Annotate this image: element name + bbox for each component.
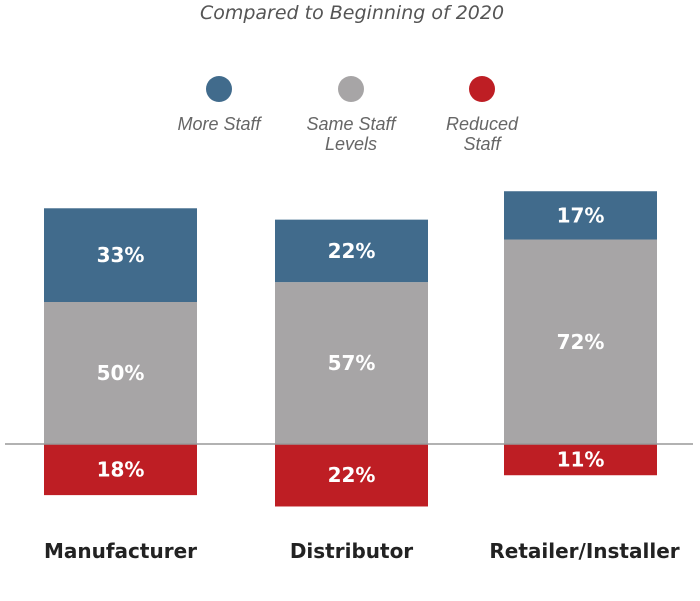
legend-label: More Staff: [177, 114, 262, 134]
legend-marker: [206, 76, 232, 102]
legend-label: Same Staff: [306, 114, 397, 134]
data-label: 11%: [557, 448, 605, 472]
bar-segment: [504, 239, 657, 444]
bar-segment: [275, 219, 428, 283]
bar-segment: [504, 444, 657, 476]
data-label: 22%: [328, 239, 376, 263]
data-label: 17%: [557, 203, 605, 227]
bar-segment: [275, 444, 428, 507]
data-label: 22%: [328, 463, 376, 487]
category-label: Distributor: [290, 539, 413, 563]
legend-label: Levels: [325, 134, 377, 154]
bar-segment: [44, 208, 197, 302]
chart-title: Compared to Beginning of 2020: [200, 2, 504, 24]
data-label: 57%: [328, 351, 376, 375]
bar-segment: [44, 302, 197, 444]
category-label: Retailer/Installer: [489, 539, 679, 563]
bar-segment: [275, 282, 428, 444]
data-label: 50%: [97, 361, 145, 385]
bar-segment: [504, 191, 657, 240]
data-label: 72%: [557, 330, 605, 354]
bars: 50% 33% 18% 57% 22% 22% 72% 17% 11%: [44, 191, 657, 507]
data-label: 18%: [97, 458, 145, 482]
data-label: 33%: [97, 243, 145, 267]
category-labels: Manufacturer Distributor Retailer/Installe…: [44, 539, 680, 563]
bar-segment: [44, 444, 197, 496]
legend-marker: [338, 76, 364, 102]
legend-label: Reduced: [446, 114, 519, 134]
category-label: Manufacturer: [44, 539, 197, 563]
legend-label: Staff: [463, 134, 502, 154]
legend-marker: [469, 76, 495, 102]
